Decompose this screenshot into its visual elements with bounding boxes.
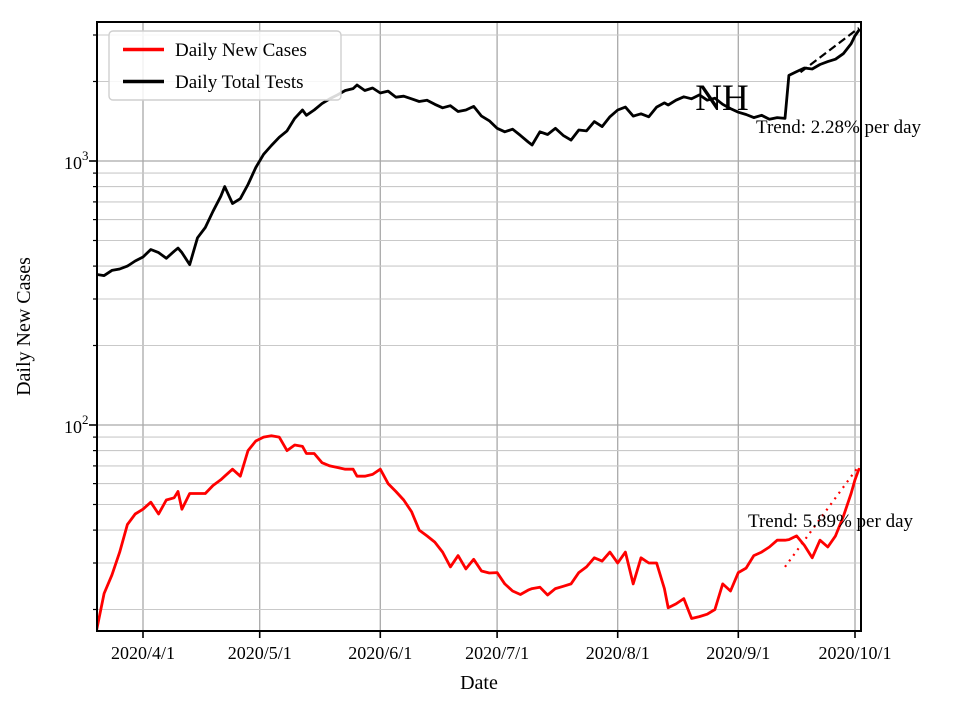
x-tick-label: 2020/9/1 <box>706 643 770 663</box>
series-line-daily-total-tests <box>97 28 861 278</box>
plot-border <box>96 21 862 632</box>
x-tick-label: 2020/7/1 <box>465 643 529 663</box>
grid-layer <box>97 22 861 631</box>
legend-label-daily-total-tests: Daily Total Tests <box>175 72 304 93</box>
x-tick-label: 2020/6/1 <box>348 643 412 663</box>
x-tick-label: 2020/8/1 <box>586 643 650 663</box>
x-axis-label: Date <box>460 672 498 694</box>
x-tick-label: 2020/4/1 <box>111 643 175 663</box>
series-line-daily-new-cases <box>97 434 861 631</box>
trend-line-daily-total-tests-trend <box>799 27 860 74</box>
tick-layer <box>89 34 856 638</box>
x-tick-label: 2020/10/1 <box>818 643 891 663</box>
y-tick-label-1000: 103 <box>64 148 89 173</box>
legend-box <box>108 30 342 101</box>
cases-trend-label: Trend: 5.89% per day <box>748 511 913 532</box>
y-axis-label: Daily New Cases <box>13 257 35 396</box>
series-layer <box>97 27 861 631</box>
state-label: NH <box>695 78 748 119</box>
legend-label-daily-new-cases: Daily New Cases <box>175 40 307 61</box>
tests-trend-label: Trend: 2.28% per day <box>756 117 921 138</box>
y-tick-label-100: 102 <box>64 412 89 437</box>
legend: Daily New Cases Daily Total Tests <box>108 30 342 101</box>
x-tick-label: 2020/5/1 <box>228 643 292 663</box>
